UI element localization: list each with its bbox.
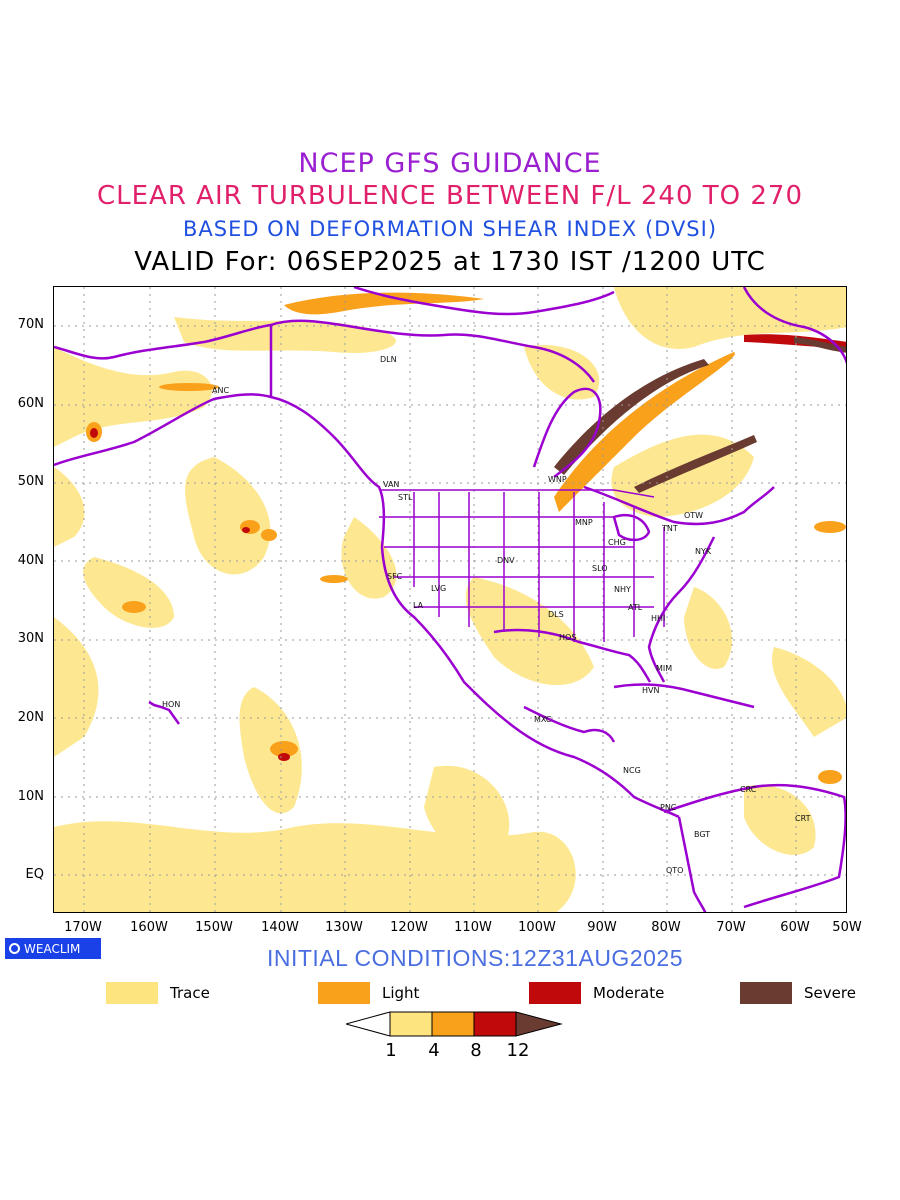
legend-swatch — [529, 982, 581, 1004]
lat-label-30n: 30N — [17, 631, 44, 646]
city-label: HVN — [642, 686, 660, 695]
city-label: HOS — [559, 633, 577, 642]
city-label: CHG — [608, 538, 626, 547]
weaclim-badge: WEACLIM — [5, 938, 101, 959]
city-label: PNC — [660, 803, 677, 812]
legend-swatch — [106, 982, 158, 1004]
turbulence-map — [53, 286, 847, 913]
lat-label-20n: 20N — [17, 710, 44, 725]
city-label: MNP — [575, 518, 593, 527]
city-label: TNT — [662, 524, 678, 533]
lon-label: 50W — [832, 920, 862, 935]
title-product: CLEAR AIR TURBULENCE BETWEEN F/L 240 TO … — [96, 181, 804, 211]
city-label: LVG — [431, 584, 447, 593]
colorbar-moderate — [473, 1011, 517, 1037]
colorbar-tick: 8 — [470, 1040, 482, 1061]
weaclim-badge-label: WEACLIM — [24, 941, 81, 956]
city-label: DLN — [380, 355, 397, 364]
trace-areas — [54, 287, 846, 912]
legend-label: Moderate — [593, 984, 665, 1002]
legend-label: Light — [382, 984, 420, 1002]
lat-label-40n: 40N — [17, 553, 44, 568]
lon-label: 60W — [780, 920, 810, 935]
lon-label: 80W — [651, 920, 681, 935]
city-label: ATL — [628, 603, 643, 612]
colorbar-under-triangle — [346, 1011, 391, 1037]
city-label: HON — [162, 700, 181, 709]
initial-conditions: INITIAL CONDITIONS:12Z31AUG2025 — [266, 945, 683, 971]
city-label: MXC — [534, 715, 552, 724]
colorbar-over-triangle — [515, 1011, 563, 1037]
city-label: CRT — [795, 814, 811, 823]
colorbar-light — [431, 1011, 475, 1037]
city-label: VAN — [383, 480, 400, 489]
title-method: BASED ON DEFORMATION SHEAR INDEX (DVSI) — [182, 217, 718, 241]
city-label: OTW — [684, 511, 704, 520]
lon-label: 110W — [454, 920, 492, 935]
lat-label-10n: 10N — [17, 789, 44, 804]
city-label: DNV — [497, 556, 515, 565]
map-canvas — [54, 287, 846, 912]
city-label: ANC — [212, 386, 230, 395]
lat-label-eq: EQ — [25, 867, 44, 882]
legend-swatch — [318, 982, 370, 1004]
city-label: BGT — [694, 830, 711, 839]
colorbar-trace — [389, 1011, 433, 1037]
city-label: STL — [398, 493, 413, 502]
lat-label-50n: 50N — [17, 474, 44, 489]
lat-label-60n: 60N — [17, 396, 44, 411]
city-label: SLO — [592, 564, 608, 573]
light-areas — [86, 292, 846, 784]
lon-label: 140W — [261, 920, 299, 935]
colorbar-tick: 12 — [506, 1040, 530, 1061]
city-label: CRC — [740, 785, 757, 794]
colorbar-tick: 4 — [428, 1040, 440, 1061]
weaclim-logo-icon — [9, 943, 20, 954]
city-label: WNP — [548, 475, 567, 484]
city-label: LA — [413, 601, 424, 610]
lon-label: 120W — [390, 920, 428, 935]
coastlines — [54, 287, 846, 912]
city-label: DLS — [548, 610, 564, 619]
city-label: NCG — [623, 766, 641, 775]
legend-label: Severe — [804, 984, 856, 1002]
lon-label: 170W — [64, 920, 102, 935]
legend-swatch — [740, 982, 792, 1004]
colorbar — [346, 1011, 563, 1037]
city-label: MIM — [656, 664, 673, 673]
lon-label: 160W — [130, 920, 168, 935]
title-valid-time: VALID For: 06SEP2025 at 1730 IST /1200 U… — [134, 247, 766, 277]
political-borders — [379, 489, 665, 642]
colorbar-tick: 1 — [385, 1040, 397, 1061]
lat-label-70n: 70N — [17, 317, 44, 332]
city-label: SFC — [387, 572, 403, 581]
lon-label: 100W — [518, 920, 556, 935]
title-guidance: NCEP GFS GUIDANCE — [298, 148, 602, 179]
lon-label: 150W — [195, 920, 233, 935]
lon-label: 130W — [325, 920, 363, 935]
lon-label: 90W — [587, 920, 617, 935]
city-label: NYK — [695, 547, 712, 556]
legend-label: Trace — [170, 984, 210, 1002]
city-label: HHI — [651, 614, 666, 623]
lon-label: 70W — [716, 920, 746, 935]
city-label: QTO — [666, 866, 684, 875]
city-label: NHY — [614, 585, 631, 594]
